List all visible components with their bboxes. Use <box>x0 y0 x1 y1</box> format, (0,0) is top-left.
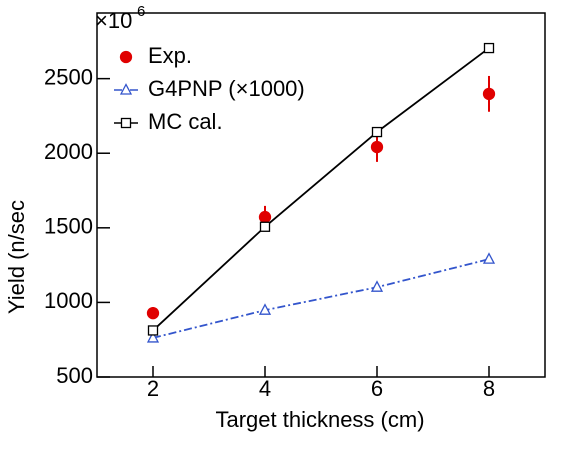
legend-marker <box>120 117 132 129</box>
data-point <box>146 331 160 343</box>
series-line <box>152 47 490 332</box>
y-tick-label: 1000 <box>44 288 93 313</box>
y-multiplier: ×10 <box>95 8 132 33</box>
legend-label: G4PNP (×1000) <box>148 76 305 101</box>
data-point <box>259 221 271 232</box>
series-line <box>152 258 490 339</box>
data-point <box>147 325 159 336</box>
x-tick-label: 2 <box>147 376 159 401</box>
legend-marker <box>119 50 133 64</box>
data-point <box>258 210 272 224</box>
y-tick-label: 2500 <box>44 64 93 89</box>
data-point <box>370 280 384 292</box>
data-point <box>482 252 496 264</box>
y-tick-label: 2000 <box>44 139 93 164</box>
data-point <box>370 140 384 154</box>
x-axis-label: Target thickness (cm) <box>215 407 424 432</box>
y-tick-label: 1500 <box>44 214 93 239</box>
plot-frame <box>96 12 546 378</box>
data-point <box>482 87 496 101</box>
data-point <box>258 303 272 315</box>
legend-label: Exp. <box>148 43 192 68</box>
x-tick-label: 4 <box>259 376 271 401</box>
data-point <box>371 126 383 138</box>
data-point <box>483 42 495 54</box>
legend-label: MC cal. <box>148 109 223 134</box>
y-exponent: 6 <box>137 3 145 20</box>
legend-marker <box>119 83 133 95</box>
y-tick-label: 500 <box>56 363 93 388</box>
data-point <box>146 307 160 320</box>
x-tick-label: 6 <box>371 376 383 401</box>
y-axis-label: Yield (n/sec <box>4 200 29 314</box>
x-tick-label: 8 <box>483 376 495 401</box>
